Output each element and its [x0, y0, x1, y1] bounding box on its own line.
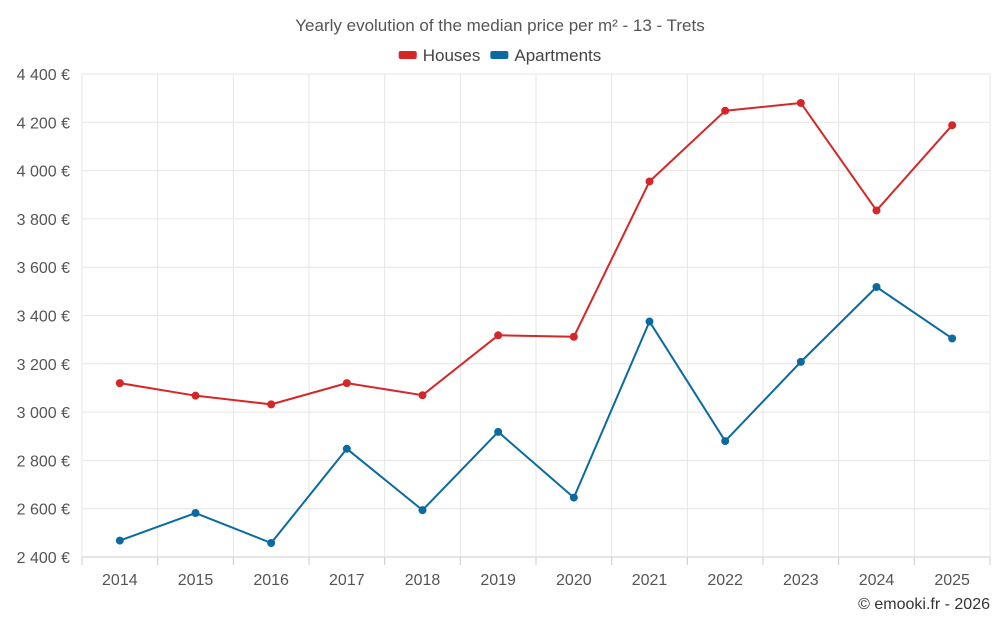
- y-tick-label: 2 800 €: [17, 453, 70, 470]
- data-point[interactable]: [418, 506, 427, 515]
- data-point[interactable]: [796, 98, 805, 107]
- data-point[interactable]: [872, 206, 881, 215]
- y-tick-label: 4 200 €: [17, 115, 70, 132]
- data-point[interactable]: [115, 536, 124, 545]
- x-tick-label: 2014: [102, 572, 138, 589]
- data-point[interactable]: [115, 379, 124, 388]
- data-point[interactable]: [267, 400, 276, 409]
- y-tick-label: 3 000 €: [17, 405, 70, 422]
- legend-label: Apartments: [514, 46, 601, 65]
- x-tick-label: 2022: [707, 572, 743, 589]
- y-tick-label: 3 400 €: [17, 309, 70, 326]
- y-tick-label: 4 400 €: [17, 67, 70, 84]
- chart-title: Yearly evolution of the median price per…: [295, 16, 704, 35]
- data-point[interactable]: [494, 427, 503, 436]
- x-tick-label: 2023: [783, 572, 819, 589]
- series-line: [119, 286, 953, 544]
- data-point[interactable]: [569, 493, 578, 502]
- series-line: [119, 101, 953, 406]
- x-tick-label: 2018: [405, 572, 441, 589]
- x-tick-label: 2024: [859, 572, 895, 589]
- data-point[interactable]: [569, 332, 578, 341]
- y-tick-label: 2 600 €: [17, 502, 70, 519]
- data-point[interactable]: [872, 283, 881, 292]
- data-point[interactable]: [721, 106, 730, 115]
- legend-label: Houses: [423, 46, 481, 65]
- data-point[interactable]: [645, 317, 654, 326]
- data-point[interactable]: [267, 538, 276, 547]
- data-point[interactable]: [191, 391, 200, 400]
- y-tick-label: 2 400 €: [17, 550, 70, 567]
- data-point[interactable]: [796, 357, 805, 366]
- legend-swatch: [490, 51, 509, 59]
- data-point[interactable]: [494, 331, 503, 340]
- x-tick-label: 2015: [178, 572, 214, 589]
- data-point[interactable]: [645, 177, 654, 186]
- data-point[interactable]: [342, 444, 351, 453]
- legend: Houses Apartments: [398, 46, 601, 65]
- data-point[interactable]: [191, 509, 200, 518]
- x-tick-label: 2019: [480, 572, 516, 589]
- x-tick-label: 2016: [253, 572, 289, 589]
- y-tick-label: 3 800 €: [17, 212, 70, 229]
- data-point[interactable]: [721, 437, 730, 446]
- grid: [81, 73, 991, 558]
- data-point[interactable]: [342, 379, 351, 388]
- x-tick-label: 2021: [632, 572, 668, 589]
- data-point[interactable]: [948, 121, 957, 130]
- y-tick-label: 4 000 €: [17, 164, 70, 181]
- series-apartments: [115, 283, 957, 547]
- x-tick-label: 2025: [934, 572, 970, 589]
- legend-swatch: [398, 51, 417, 59]
- y-axis: 2 400 € 2 600 € 2 800 € 3 000 € 3 200 € 3 400…: [17, 67, 70, 567]
- series-group: [115, 98, 957, 547]
- x-axis: 2014 2015 2016 2017 2018 2019 2020 2021 2022 2023…: [81, 557, 991, 589]
- data-point[interactable]: [948, 334, 957, 343]
- credit: © emooki.fr - 2026: [858, 596, 990, 613]
- data-point[interactable]: [418, 391, 427, 400]
- y-tick-label: 3 200 €: [17, 357, 70, 374]
- x-tick-label: 2020: [556, 572, 592, 589]
- x-tick-label: 2017: [329, 572, 365, 589]
- legend-item-houses[interactable]: Houses: [398, 46, 481, 65]
- legend-item-apartments[interactable]: Apartments: [490, 46, 601, 65]
- y-tick-label: 3 600 €: [17, 260, 70, 277]
- series-houses: [115, 98, 957, 409]
